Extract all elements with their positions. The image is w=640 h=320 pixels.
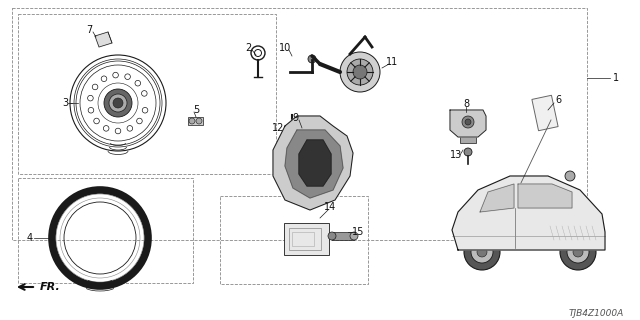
Ellipse shape: [350, 232, 358, 240]
Ellipse shape: [328, 232, 336, 240]
Circle shape: [127, 125, 132, 131]
Bar: [332, 232, 354, 240]
Polygon shape: [273, 116, 353, 210]
Text: 12: 12: [272, 123, 284, 133]
Circle shape: [101, 76, 107, 82]
Circle shape: [104, 125, 109, 131]
Circle shape: [113, 98, 123, 108]
Bar: [289, 228, 321, 250]
Text: 7: 7: [86, 25, 92, 35]
Circle shape: [88, 108, 93, 113]
Circle shape: [88, 95, 93, 101]
Text: 13: 13: [450, 150, 462, 160]
Bar: [458, 230, 470, 248]
Text: 6: 6: [555, 95, 561, 105]
Polygon shape: [450, 110, 486, 137]
Circle shape: [340, 52, 380, 92]
Circle shape: [464, 148, 472, 156]
Polygon shape: [299, 140, 331, 186]
Circle shape: [135, 80, 141, 86]
Bar: [590, 230, 602, 248]
Circle shape: [113, 72, 118, 78]
Circle shape: [471, 241, 493, 263]
Circle shape: [115, 128, 121, 134]
Bar: [284, 223, 329, 255]
Text: 2: 2: [245, 43, 251, 53]
Circle shape: [93, 118, 99, 124]
Bar: [12, 8, 587, 240]
Bar: [220, 196, 368, 284]
Text: FR.: FR.: [40, 282, 61, 292]
Circle shape: [347, 59, 373, 85]
Text: 1: 1: [613, 73, 619, 83]
Polygon shape: [518, 184, 572, 208]
Bar: [292, 232, 314, 246]
Text: TJB4Z1000A: TJB4Z1000A: [569, 309, 624, 318]
Text: 4: 4: [27, 233, 33, 243]
Text: 5: 5: [193, 105, 199, 115]
Text: 14: 14: [324, 202, 336, 212]
Text: 11: 11: [386, 57, 398, 67]
Bar: [188, 117, 203, 125]
Circle shape: [196, 118, 202, 124]
Circle shape: [565, 171, 575, 181]
Circle shape: [353, 65, 367, 79]
Bar: [532, 95, 558, 131]
Circle shape: [109, 94, 127, 112]
Polygon shape: [95, 32, 112, 47]
Text: 9: 9: [292, 113, 298, 123]
Polygon shape: [285, 130, 343, 198]
Circle shape: [189, 118, 195, 124]
Circle shape: [462, 116, 474, 128]
Circle shape: [92, 84, 98, 90]
Bar: [460, 136, 476, 143]
Circle shape: [125, 74, 131, 79]
Bar: [18, 14, 276, 174]
Circle shape: [104, 89, 132, 117]
Circle shape: [560, 234, 596, 270]
Circle shape: [567, 241, 589, 263]
Text: 8: 8: [463, 99, 469, 109]
Circle shape: [142, 108, 148, 113]
Circle shape: [573, 247, 583, 257]
Circle shape: [308, 55, 316, 63]
Bar: [18, 178, 193, 283]
Circle shape: [465, 119, 471, 125]
Circle shape: [464, 234, 500, 270]
Polygon shape: [452, 176, 605, 250]
Circle shape: [137, 118, 142, 124]
Text: 15: 15: [352, 227, 364, 237]
Circle shape: [141, 91, 147, 96]
Text: 3: 3: [62, 98, 68, 108]
Circle shape: [477, 247, 487, 257]
Text: 10: 10: [279, 43, 291, 53]
Polygon shape: [480, 184, 514, 212]
